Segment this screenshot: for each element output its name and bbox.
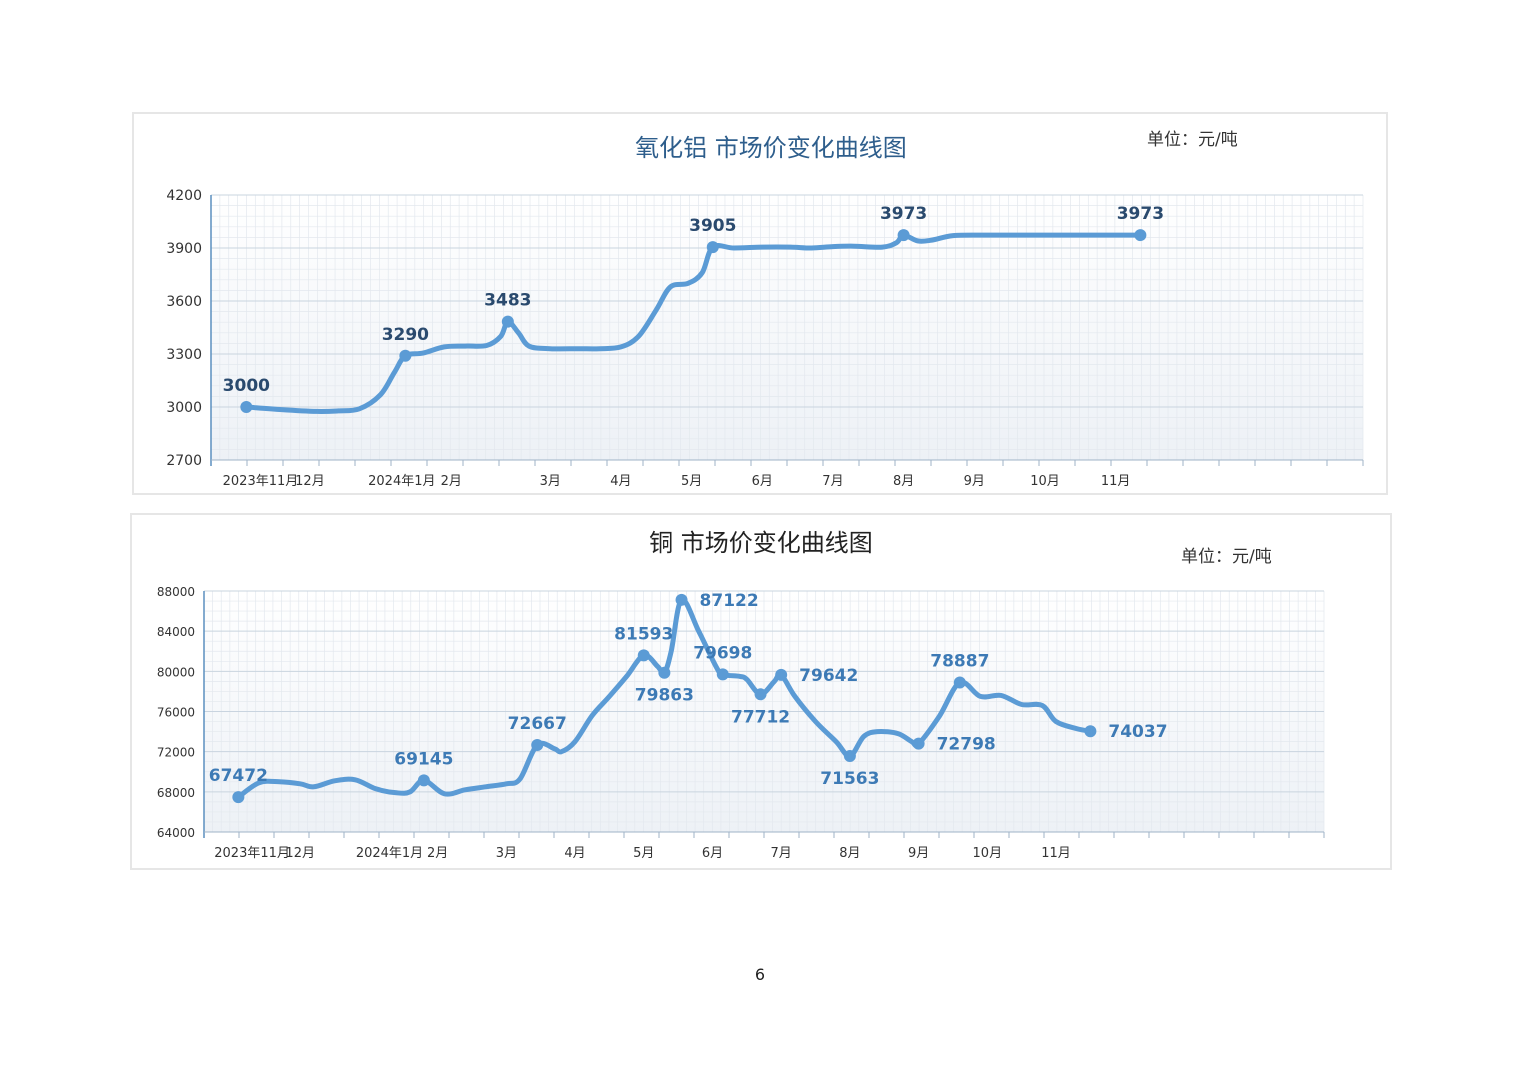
data-label: 78887 [930,652,989,672]
x-tick-label: 8月 [839,846,860,861]
data-label: 3973 [1117,204,1164,224]
data-point [501,315,514,328]
x-tick-label: 5月 [681,474,702,489]
data-point [417,774,430,787]
copper-chart-panel: 64000 68000 72000 76000 80000 84000 88000 2023年… [130,513,1392,870]
data-label: 71563 [820,769,879,789]
data-point [637,649,650,662]
data-label: 3973 [880,204,927,224]
data-label: 81593 [614,624,673,644]
x-tick-label: 11月 [1041,846,1071,861]
x-tick-label: 2023年11月 [223,474,299,489]
x-tick-label: 3月 [540,474,561,489]
data-point [897,229,910,242]
y-tick-label: 80000 [157,665,195,679]
page-number: 6 [754,965,766,984]
copper-price-chart: 64000 68000 72000 76000 80000 84000 88000 2023年… [157,529,1325,861]
x-tick-label: 12月 [295,474,325,489]
x-tick-label: 7月 [771,846,792,861]
x-tick-label: 11月 [1101,474,1131,489]
data-point [658,666,671,679]
x-tick-label: 2024年1月 [356,846,423,861]
x-tick-label: 12月 [285,846,315,861]
x-tick-label: 4月 [610,474,631,489]
x-tick-label: 2023年11月 [214,846,290,861]
x-tick-label: 2月 [441,474,462,489]
data-label: 74037 [1108,722,1167,742]
y-tick-label: 4200 [166,188,202,204]
y-tick-label: 2700 [166,453,202,469]
data-label: 77712 [731,707,790,727]
x-tick-label: 2024年1月 [368,474,435,489]
x-tick-label: 6月 [752,474,773,489]
data-point [531,738,544,751]
data-point [399,349,412,362]
grid [203,590,1325,838]
data-point [240,401,253,413]
unit-label: 单位：元/吨 [1181,547,1272,567]
y-tick-label: 3000 [166,400,202,416]
data-label: 79698 [693,643,752,663]
data-point [1134,229,1147,242]
y-tick-label: 76000 [157,706,195,720]
x-tick-label: 10月 [1030,474,1060,489]
x-tick-label: 4月 [564,846,585,861]
chart-title: 铜 市场价变化曲线图 [649,529,873,557]
y-tick-label: 68000 [157,786,195,800]
data-point [675,593,688,606]
y-tick-label: 3900 [166,241,202,257]
data-point [912,737,925,750]
data-label: 3905 [689,216,736,236]
data-point [775,668,788,681]
data-label: 3290 [382,325,429,345]
data-point [1084,725,1097,738]
data-label: 79642 [799,666,858,686]
data-point [953,676,966,689]
y-tick-label: 72000 [157,746,195,760]
x-tick-label: 7月 [822,474,843,489]
data-point [706,241,719,254]
data-point [232,791,245,804]
grid [210,194,1364,466]
chart-title: 氧化铝 市场价变化曲线图 [635,134,907,162]
x-tick-label: 10月 [973,846,1003,861]
x-tick-label: 2月 [427,846,448,861]
y-tick-label: 3600 [166,294,202,310]
data-point [754,688,767,701]
y-tick-label: 88000 [157,585,195,599]
data-label: 3000 [223,376,270,396]
x-tick-label: 9月 [964,474,985,489]
data-label: 69145 [394,749,453,769]
unit-label: 单位：元/吨 [1147,130,1238,150]
data-label: 3483 [484,291,531,311]
data-label: 79863 [635,686,694,706]
data-label: 72667 [508,714,567,734]
data-point [843,750,856,763]
alumina-chart-panel: 2700 3000 3300 3600 3900 4200 2023年11月 12月 2024年… [132,112,1388,495]
y-tick-label: 3300 [166,347,202,363]
data-label: 87122 [700,591,759,611]
y-tick-label: 64000 [157,826,195,840]
x-tick-label: 9月 [908,846,929,861]
data-label: 72798 [937,735,996,755]
data-point [716,668,729,681]
y-tick-label: 84000 [157,625,195,639]
data-label: 67472 [209,766,268,786]
x-tick-label: 3月 [496,846,517,861]
x-tick-label: 5月 [633,846,654,861]
x-tick-label: 8月 [893,474,914,489]
x-tick-label: 6月 [702,846,723,861]
